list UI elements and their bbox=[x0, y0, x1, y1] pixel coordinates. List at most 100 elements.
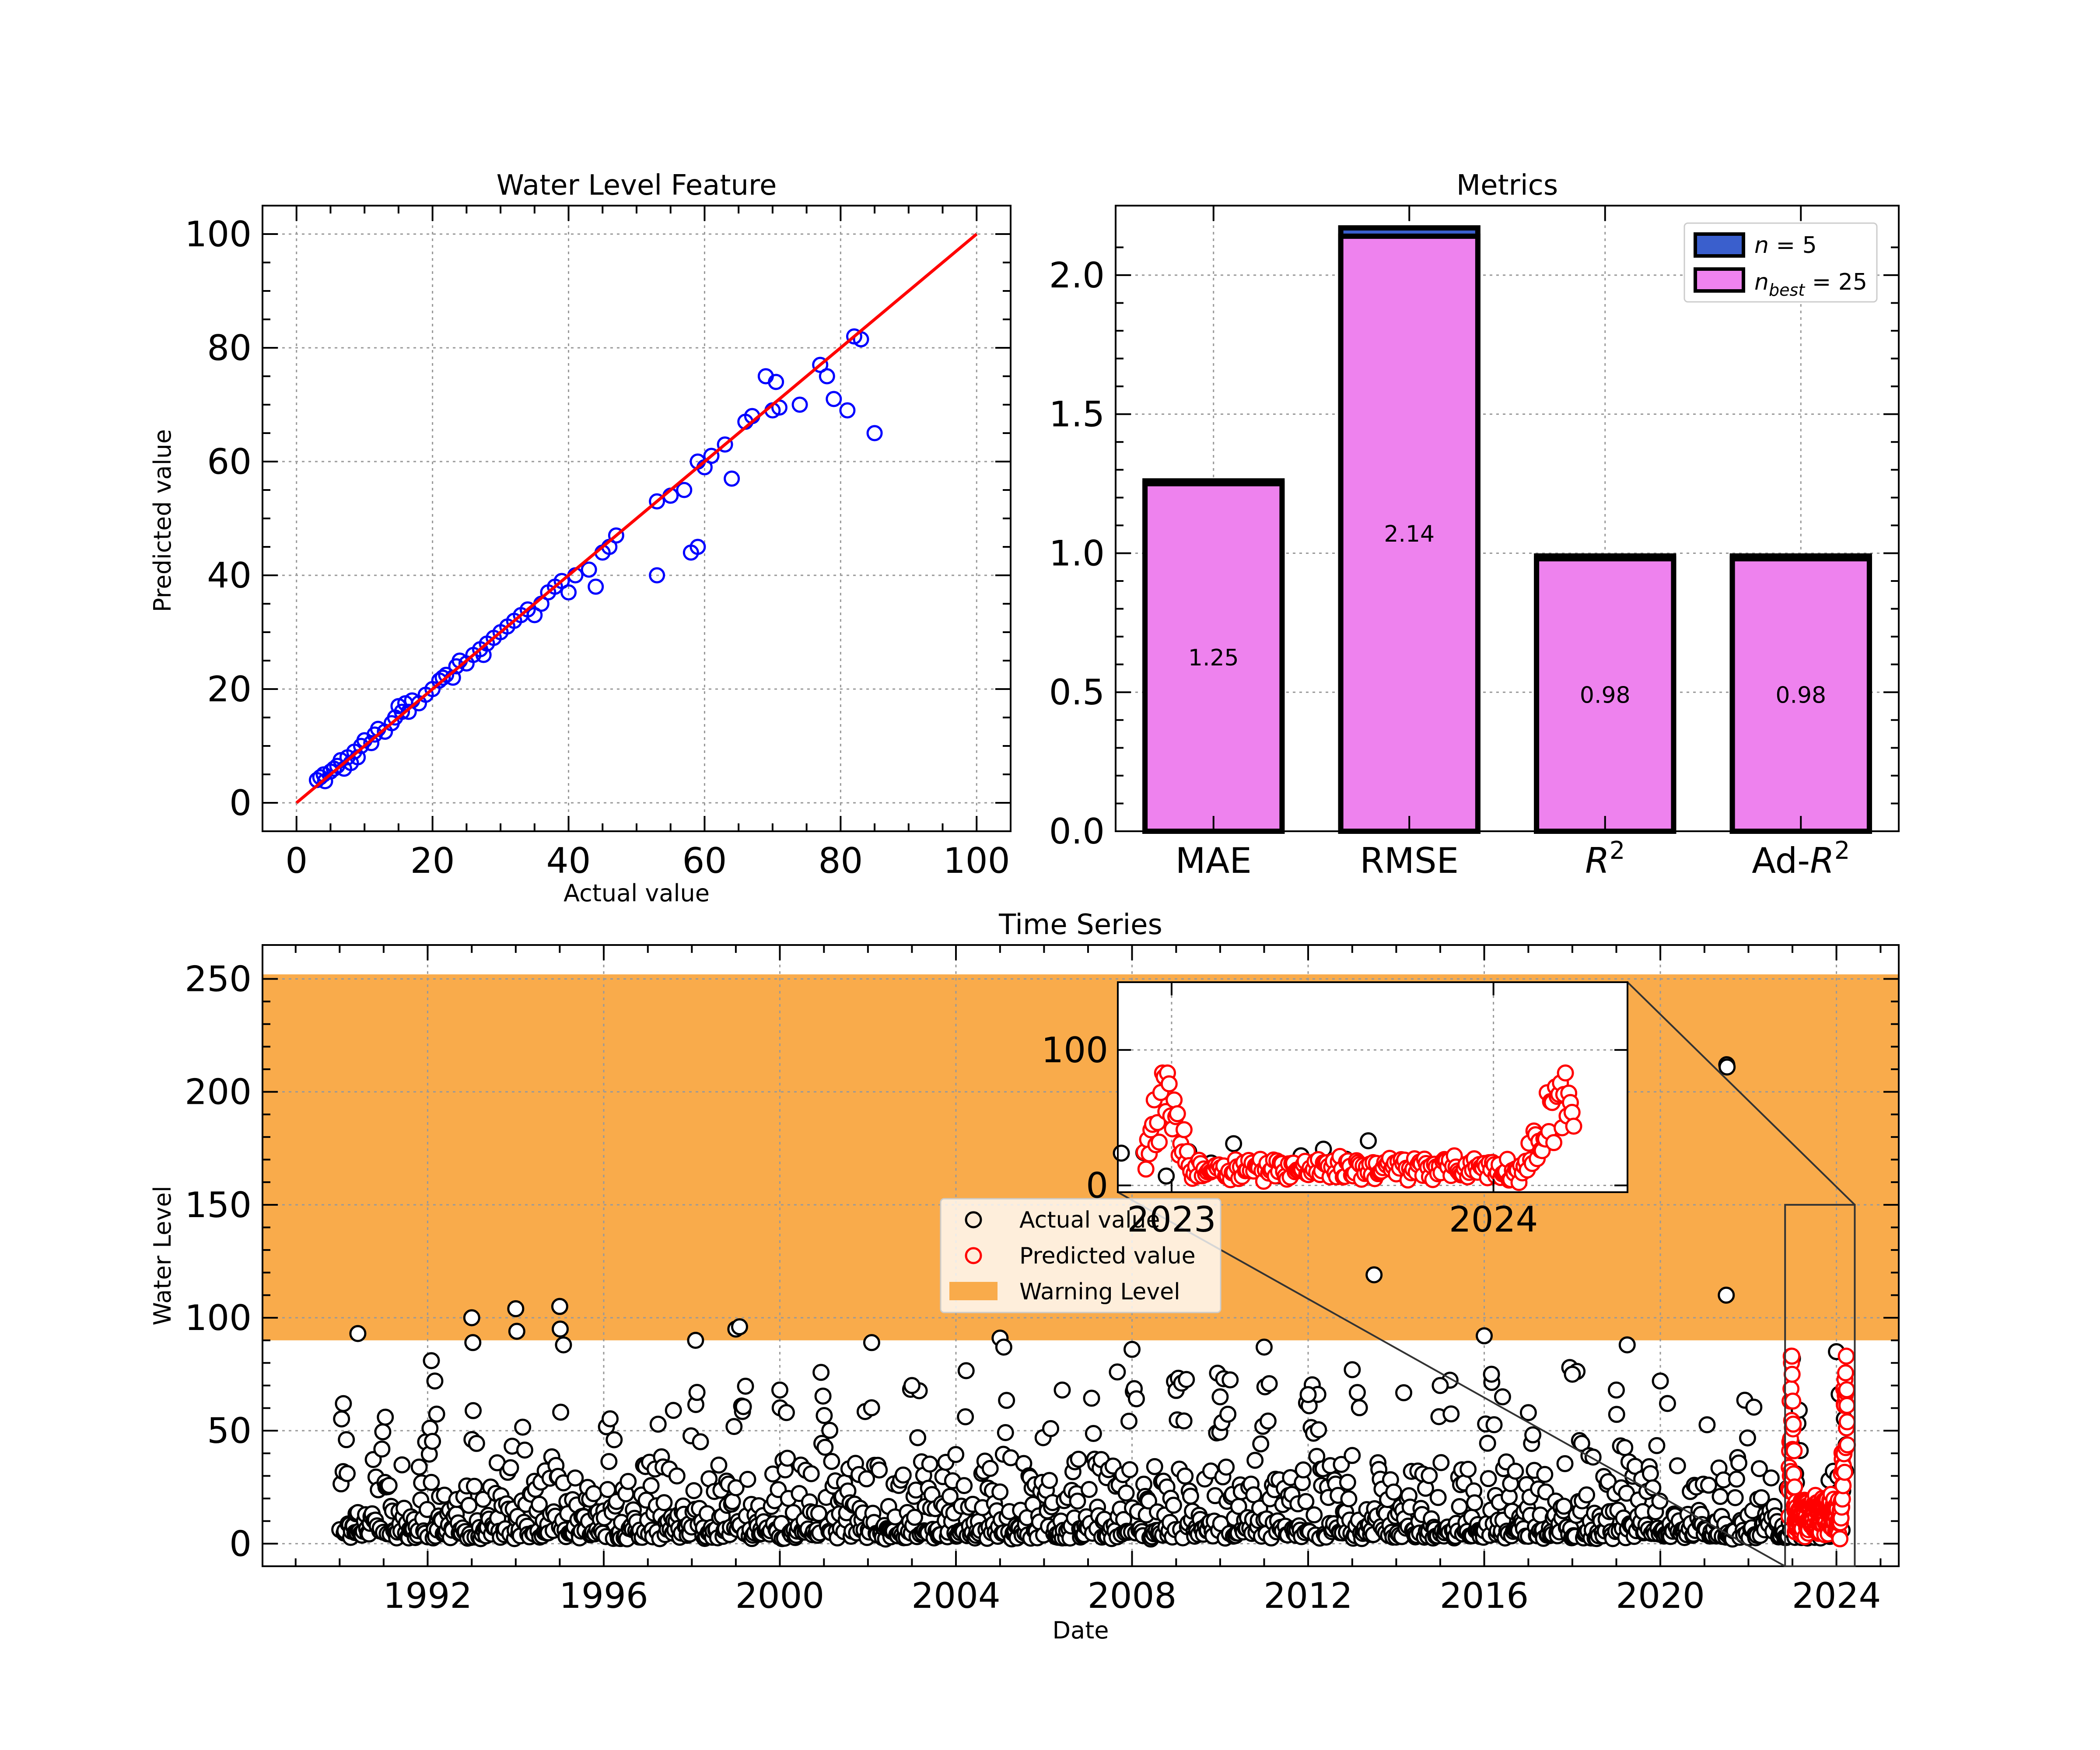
actual-point bbox=[373, 1440, 391, 1458]
legend-label-n5: n = 5 bbox=[1754, 232, 1817, 259]
actual-point bbox=[665, 1402, 682, 1419]
x-tick-label: 40 bbox=[546, 840, 591, 881]
predicted-point bbox=[1838, 1396, 1856, 1414]
actual-point bbox=[1429, 1489, 1447, 1506]
actual-point bbox=[551, 1298, 568, 1315]
actual-point bbox=[1750, 1460, 1768, 1477]
x-tick-label: 80 bbox=[818, 840, 863, 881]
x-tick-label: 2012 bbox=[1264, 1575, 1353, 1616]
actual-point bbox=[531, 1495, 548, 1513]
y-tick-label: 50 bbox=[207, 1410, 252, 1451]
inset-actual-point bbox=[1113, 1144, 1130, 1162]
inset-frame bbox=[1117, 981, 1628, 1193]
inset-predicted-point bbox=[1149, 1114, 1166, 1131]
x-tick-label: 2023 bbox=[1127, 1199, 1216, 1240]
actual-point bbox=[423, 1352, 440, 1369]
y-tick-label: 40 bbox=[207, 555, 252, 596]
bar-value-label: 0.98 bbox=[1775, 682, 1826, 709]
y-tick-label: 100 bbox=[185, 1298, 252, 1338]
actual-point bbox=[777, 1404, 795, 1421]
actual-point bbox=[802, 1465, 820, 1482]
actual-point bbox=[338, 1431, 355, 1449]
predicted-point bbox=[1838, 1413, 1856, 1431]
actual-point bbox=[779, 1449, 796, 1467]
actual-point bbox=[1451, 1498, 1468, 1516]
actual-point bbox=[1618, 1336, 1636, 1354]
predicted-point bbox=[1831, 1530, 1849, 1547]
actual-point bbox=[423, 1474, 440, 1491]
actual-point bbox=[1466, 1494, 1483, 1512]
actual-point bbox=[1219, 1405, 1237, 1423]
actual-point bbox=[863, 1334, 880, 1351]
scatter-grid bbox=[262, 206, 1011, 831]
actual-point bbox=[903, 1377, 920, 1394]
actual-point bbox=[1182, 1488, 1199, 1505]
actual-point bbox=[374, 1423, 392, 1441]
scatter-point bbox=[608, 527, 624, 544]
actual-point bbox=[1365, 1266, 1383, 1284]
actual-point bbox=[1519, 1404, 1537, 1421]
scatter-point bbox=[791, 396, 808, 413]
actual-point bbox=[1260, 1375, 1278, 1393]
timeseries-ticks: 1992 1996 2000 2004 2008 2012 2016 2020 20240501… bbox=[185, 945, 1899, 1616]
actual-point bbox=[692, 1433, 709, 1451]
x-tick-label: 60 bbox=[682, 840, 727, 881]
actual-point bbox=[349, 1325, 367, 1342]
scatter-point bbox=[819, 368, 835, 385]
actual-point bbox=[1753, 1489, 1770, 1506]
actual-point bbox=[1507, 1463, 1524, 1480]
actual-point bbox=[687, 1332, 704, 1349]
legend-warning-label: Warning Level bbox=[1019, 1279, 1180, 1305]
actual-point bbox=[1351, 1399, 1368, 1417]
actual-point bbox=[710, 1456, 728, 1474]
actual-point bbox=[995, 1338, 1012, 1356]
actual-point bbox=[1578, 1486, 1596, 1504]
actual-point bbox=[507, 1300, 525, 1317]
actual-point bbox=[1127, 1390, 1145, 1407]
actual-point bbox=[620, 1473, 637, 1490]
actual-point bbox=[335, 1395, 352, 1412]
actual-point bbox=[649, 1415, 667, 1433]
x-tick-label: 2008 bbox=[1088, 1575, 1177, 1616]
actual-point bbox=[1146, 1458, 1163, 1475]
metrics-title: Metrics bbox=[1456, 169, 1558, 202]
actual-point bbox=[816, 1407, 833, 1424]
actual-point bbox=[1085, 1425, 1102, 1442]
timeseries-x-label: Date bbox=[1052, 1617, 1109, 1644]
scatter-point bbox=[768, 374, 784, 390]
predicted-point bbox=[1837, 1364, 1854, 1382]
inset-plot: 2023 2024 0 100 bbox=[1041, 981, 1628, 1240]
actual-point bbox=[1556, 1455, 1574, 1473]
actual-point bbox=[941, 1488, 959, 1505]
predicted-point bbox=[1784, 1393, 1802, 1410]
x-tick-label: 1996 bbox=[559, 1575, 648, 1616]
y-tick-label: 0.5 bbox=[1049, 672, 1105, 713]
actual-point bbox=[1297, 1493, 1315, 1510]
inset-actual-point bbox=[1158, 1167, 1175, 1185]
y-tick-label: 200 bbox=[185, 1072, 252, 1113]
x-tick-label: 2000 bbox=[735, 1575, 825, 1616]
y-tick-label: 60 bbox=[207, 441, 252, 482]
actual-point bbox=[1739, 1429, 1756, 1447]
x-tick-label: 100 bbox=[943, 840, 1010, 881]
reference-line bbox=[295, 233, 978, 804]
inset-predicted-point bbox=[1151, 1133, 1168, 1151]
scatter-point bbox=[394, 704, 410, 720]
actual-point bbox=[947, 1446, 965, 1463]
actual-point bbox=[863, 1399, 880, 1417]
actual-point bbox=[1712, 1488, 1729, 1505]
actual-point bbox=[1348, 1384, 1366, 1401]
inset-predicted-point bbox=[1563, 1104, 1581, 1121]
bar-nbest bbox=[1729, 556, 1872, 834]
actual-point bbox=[1339, 1474, 1356, 1491]
y-tick-label: 150 bbox=[185, 1185, 252, 1225]
actual-point bbox=[731, 1318, 748, 1336]
actual-point bbox=[428, 1405, 445, 1423]
actual-point bbox=[410, 1458, 428, 1476]
actual-point bbox=[1252, 1435, 1270, 1452]
x-tick-label: Ad-R2 bbox=[1752, 836, 1850, 881]
predicted-point bbox=[1785, 1442, 1803, 1460]
scatter-point bbox=[400, 704, 417, 720]
actual-point bbox=[810, 1505, 827, 1522]
predicted-point bbox=[1786, 1478, 1803, 1496]
